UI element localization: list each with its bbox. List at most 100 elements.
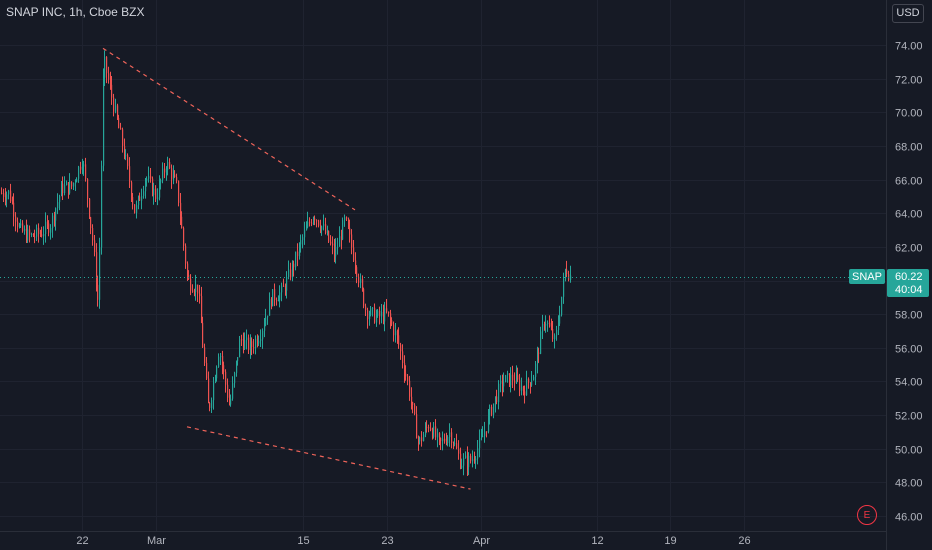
candle-body <box>531 380 533 386</box>
candle-body <box>404 363 406 374</box>
candle-body <box>481 436 483 439</box>
trendline[interactable] <box>186 426 471 490</box>
candle-body <box>89 198 91 218</box>
candle-body <box>110 79 112 85</box>
candle-body <box>533 376 535 381</box>
candle-body <box>439 433 441 439</box>
candle-body <box>402 351 404 364</box>
candle-body <box>475 458 477 461</box>
candle-body <box>444 438 446 442</box>
candle-body <box>136 205 138 213</box>
candle-body <box>356 267 358 277</box>
candle-body <box>283 285 285 287</box>
candle-body <box>139 196 141 201</box>
candle-body <box>453 442 455 445</box>
candle-body <box>386 308 388 312</box>
candle-body <box>87 178 89 199</box>
candle-body <box>470 455 472 462</box>
candle-body <box>236 361 238 373</box>
candle-body <box>320 225 322 230</box>
candle-body <box>164 168 166 173</box>
candle-body <box>370 308 372 315</box>
candle-body <box>17 221 19 227</box>
candle-body <box>180 202 182 217</box>
price-tick-label: 52.00 <box>895 411 923 423</box>
candle-body <box>292 263 294 278</box>
candle-body <box>545 324 547 326</box>
candle-body <box>138 196 140 206</box>
candle-body <box>24 228 26 232</box>
candle-body <box>15 216 17 222</box>
candle-body <box>346 217 348 219</box>
candle-body <box>269 298 271 316</box>
price-tick-label: 68.00 <box>895 142 923 154</box>
candle-body <box>281 285 283 293</box>
candle-body <box>187 263 189 276</box>
candle-body <box>542 324 544 332</box>
candle-body <box>3 193 5 197</box>
candle-body <box>409 380 411 397</box>
candle-body <box>449 432 451 438</box>
candle-body <box>493 403 495 415</box>
candle-body <box>398 335 400 345</box>
currency-button[interactable]: USD <box>892 4 924 23</box>
candle-body <box>379 310 381 317</box>
earnings-event-icon[interactable]: E <box>857 505 877 525</box>
candle-body <box>540 331 542 354</box>
price-tick-label: 74.00 <box>895 41 923 53</box>
price-axis[interactable]: 74.0072.0070.0068.0066.0064.0062.0060.00… <box>895 41 923 524</box>
candle-body <box>208 378 210 404</box>
price-tick-label: 62.00 <box>895 243 923 255</box>
candle-body <box>122 129 124 146</box>
symbol-title[interactable]: SNAP INC, 1h, Cboe BZX <box>6 5 145 19</box>
candle-body <box>433 426 435 437</box>
trendlines-group[interactable] <box>102 47 471 490</box>
candle-body <box>474 459 476 461</box>
candle-body <box>306 227 308 231</box>
candle-body <box>467 455 469 468</box>
price-tick-label: 48.00 <box>895 478 923 490</box>
candle-body <box>26 228 28 241</box>
candle-body <box>22 223 24 232</box>
candle-body <box>482 436 484 438</box>
candle-body <box>472 459 474 462</box>
candle-body <box>246 337 248 341</box>
candle-body <box>215 378 217 383</box>
candle-body <box>90 217 92 229</box>
candle-body <box>517 375 519 380</box>
candle-body <box>388 311 390 314</box>
candle-body <box>446 441 448 444</box>
candle-body <box>369 314 371 320</box>
candle-body <box>237 357 239 362</box>
candle-body <box>423 434 425 442</box>
candle-body <box>395 330 397 336</box>
candle-body <box>563 278 565 297</box>
candle-body <box>528 378 530 383</box>
symbol-label-bg <box>849 269 885 284</box>
candle-body <box>173 174 175 180</box>
candle-body <box>143 191 145 196</box>
candle-body <box>220 356 222 358</box>
candle-body <box>334 245 336 257</box>
candle-body <box>152 178 154 195</box>
time-tick-label: 23 <box>381 535 393 547</box>
candle-body <box>495 396 497 404</box>
candle-body <box>544 324 546 326</box>
candle-body <box>566 269 568 275</box>
candle-body <box>297 251 299 257</box>
time-axis[interactable]: 22 Mar 15 23 Apr 12 19 26 <box>76 535 750 547</box>
candle-body <box>299 244 301 257</box>
candle-body <box>255 338 257 348</box>
price-tick-label: 72.00 <box>895 75 923 87</box>
candle-body <box>351 234 353 248</box>
candle-body <box>428 427 430 429</box>
price-tick-label: 64.00 <box>895 209 923 221</box>
time-tick-label: Mar <box>147 535 166 547</box>
candle-body <box>288 269 290 277</box>
price-tick-label: 50.00 <box>895 445 923 457</box>
candle-body <box>262 330 264 340</box>
candle-body <box>314 218 316 221</box>
trendline[interactable] <box>102 47 356 211</box>
candle-body <box>190 279 192 291</box>
